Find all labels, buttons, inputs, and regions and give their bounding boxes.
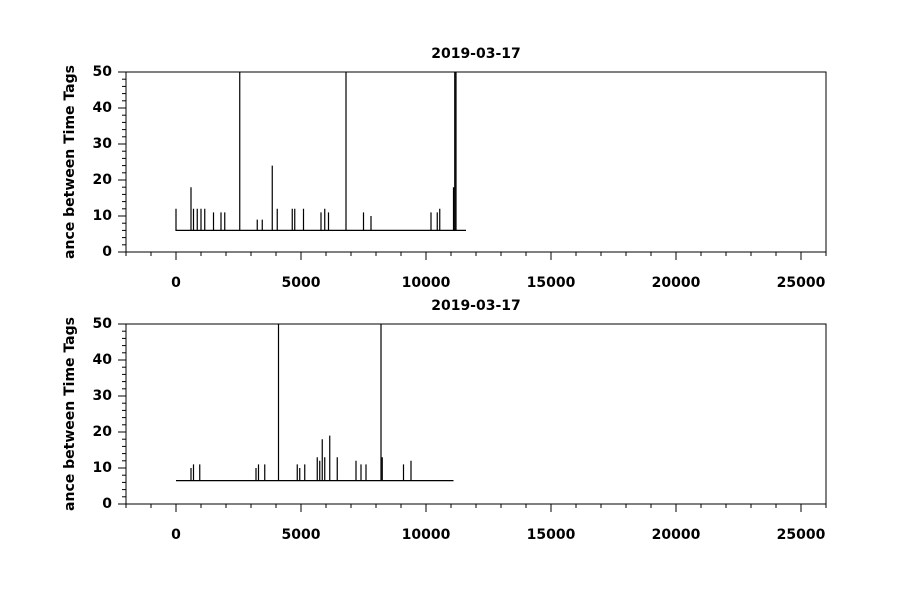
chart-title: 2019-03-17 xyxy=(431,298,521,314)
chart-title: 2019-03-17 xyxy=(431,46,521,62)
y-tick-label: 0 xyxy=(102,244,112,260)
x-tick-label: 20000 xyxy=(652,275,701,291)
y-tick-label: 10 xyxy=(93,208,113,224)
y-tick-label: 30 xyxy=(93,388,113,404)
data-line xyxy=(175,72,466,231)
y-tick-label: 30 xyxy=(93,136,113,152)
y-tick-label: 40 xyxy=(93,100,113,116)
x-tick-label: 0 xyxy=(171,527,181,543)
y-tick-label: 50 xyxy=(93,64,113,80)
data-line xyxy=(176,324,454,482)
x-tick-label: 20000 xyxy=(652,527,701,543)
y-axis-label: ance between Time Tags xyxy=(62,317,78,511)
x-tick-label: 25000 xyxy=(777,275,826,291)
x-tick-label: 5000 xyxy=(282,275,321,291)
x-tick-label: 15000 xyxy=(527,527,576,543)
x-tick-label: 0 xyxy=(171,275,181,291)
x-tick-label: 15000 xyxy=(527,275,576,291)
y-tick-label: 20 xyxy=(93,172,113,188)
x-tick-label: 10000 xyxy=(402,275,451,291)
plot-frame xyxy=(125,71,827,253)
x-tick-label: 25000 xyxy=(777,527,826,543)
x-tick-label: 10000 xyxy=(402,527,451,543)
y-axis-label: ance between Time Tags xyxy=(62,65,78,259)
y-tick-label: 10 xyxy=(93,460,113,476)
y-tick-label: 50 xyxy=(93,316,113,332)
y-tick-label: 40 xyxy=(93,352,113,368)
y-tick-label: 0 xyxy=(102,496,112,512)
y-tick-label: 20 xyxy=(93,424,113,440)
plot-frame xyxy=(125,323,827,505)
x-tick-label: 5000 xyxy=(282,527,321,543)
